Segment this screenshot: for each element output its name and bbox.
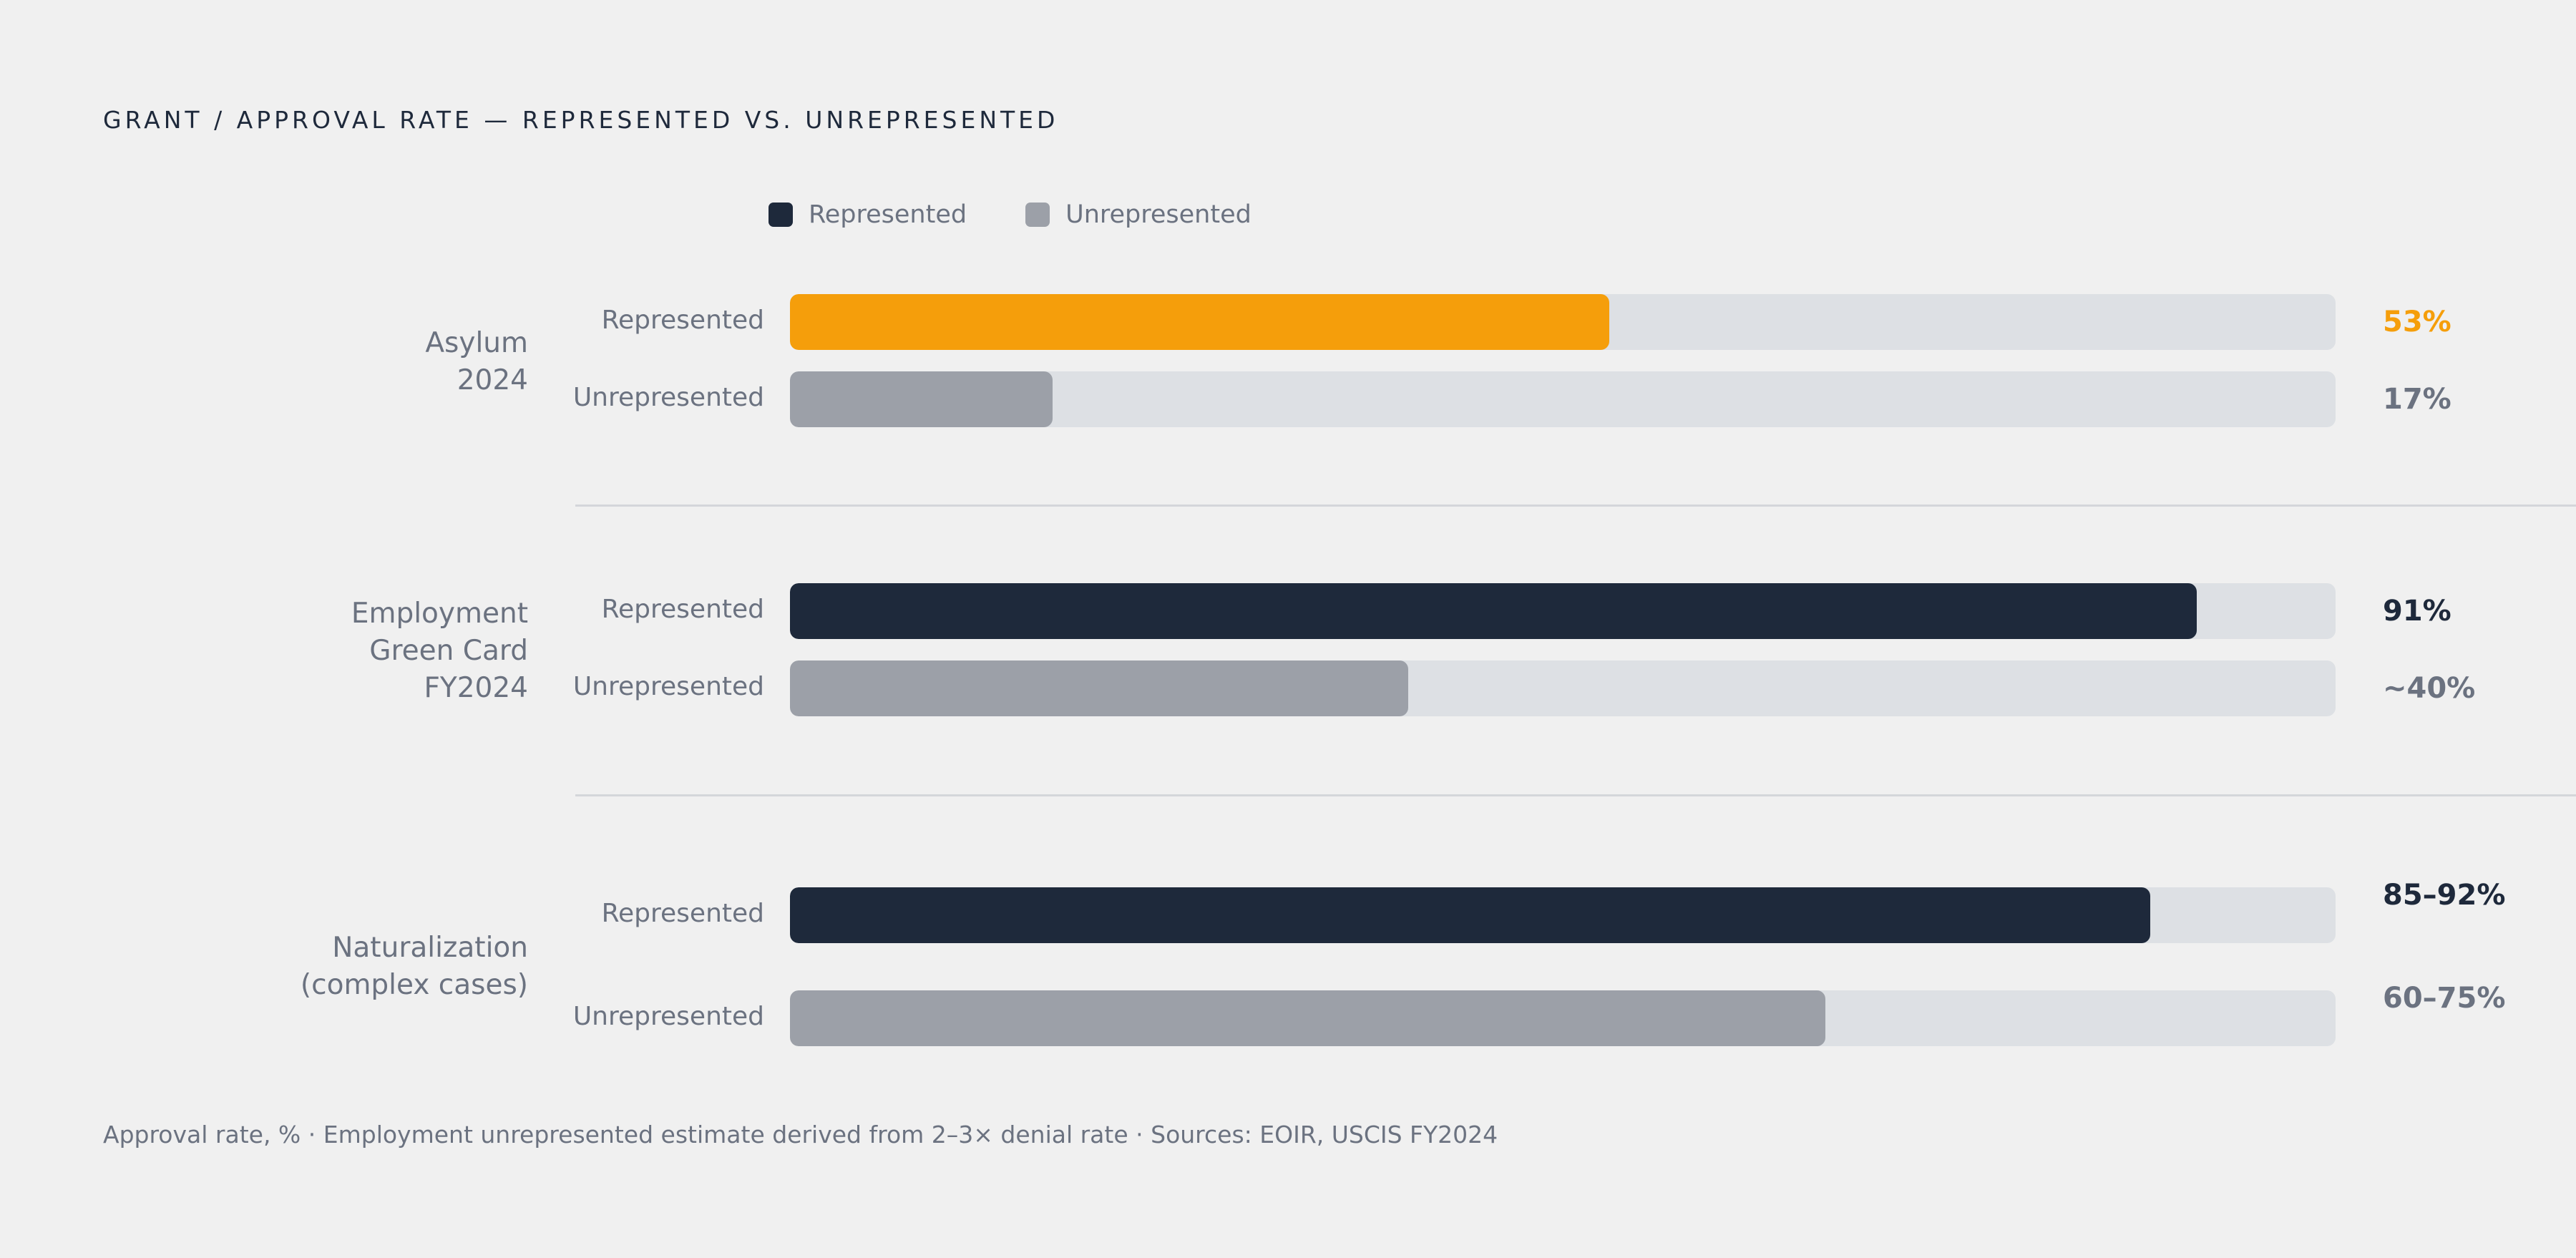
group-label-employment-line2: Green Card — [369, 635, 528, 667]
bar — [790, 294, 1609, 350]
group-label-asylum-line2: 2024 — [457, 364, 528, 396]
value-label: 17% — [2383, 383, 2451, 416]
legend-swatch-unrepresented — [1025, 203, 1050, 227]
legend-item-represented: Represented — [769, 200, 967, 229]
group-label-naturalization-line1: Naturalization — [332, 932, 528, 964]
bar-label: Unrepresented — [572, 672, 764, 701]
value-label: 91% — [2383, 595, 2451, 628]
value-label: 85–92% — [2383, 879, 2506, 912]
group-label-asylum: Asylum 2024 — [228, 325, 528, 399]
bar-label: Unrepresented — [572, 383, 764, 412]
bar-label: Represented — [601, 899, 764, 928]
bar-label: Represented — [601, 306, 764, 335]
legend-swatch-represented — [769, 203, 793, 227]
chart-title: GRANT / APPROVAL RATE — REPRESENTED VS. … — [103, 106, 1059, 134]
value-label: 60–75% — [2383, 982, 2506, 1015]
group-label-naturalization-line2: (complex cases) — [300, 969, 528, 1001]
group-divider — [575, 504, 2576, 507]
bar-track — [790, 660, 2336, 716]
legend-label-represented: Represented — [809, 200, 967, 229]
legend-label-unrepresented: Unrepresented — [1065, 200, 1252, 229]
legend-item-unrepresented: Unrepresented — [1025, 200, 1252, 229]
bar — [790, 990, 1826, 1046]
group-label-asylum-line1: Asylum — [425, 327, 528, 359]
footnote: Approval rate, % · Employment unrepresen… — [103, 1121, 1498, 1149]
group-label-employment-line3: FY2024 — [424, 672, 528, 704]
bar-label: Represented — [601, 595, 764, 624]
group-divider — [575, 794, 2576, 796]
bar-track — [790, 583, 2336, 639]
bar-track — [790, 990, 2336, 1046]
bar — [790, 583, 2197, 639]
bar-label: Unrepresented — [572, 1002, 764, 1031]
bar — [790, 887, 2150, 943]
legend: Represented Unrepresented — [769, 200, 1310, 229]
bar-track — [790, 294, 2336, 350]
group-label-employment: Employment Green Card FY2024 — [228, 595, 528, 707]
bar-track — [790, 371, 2336, 427]
bar — [790, 371, 1053, 427]
group-label-naturalization: Naturalization (complex cases) — [228, 930, 528, 1004]
group-label-employment-line1: Employment — [351, 598, 528, 630]
value-label: 53% — [2383, 306, 2451, 338]
bar-track — [790, 887, 2336, 943]
bar — [790, 660, 1408, 716]
value-label: ~40% — [2383, 672, 2476, 705]
